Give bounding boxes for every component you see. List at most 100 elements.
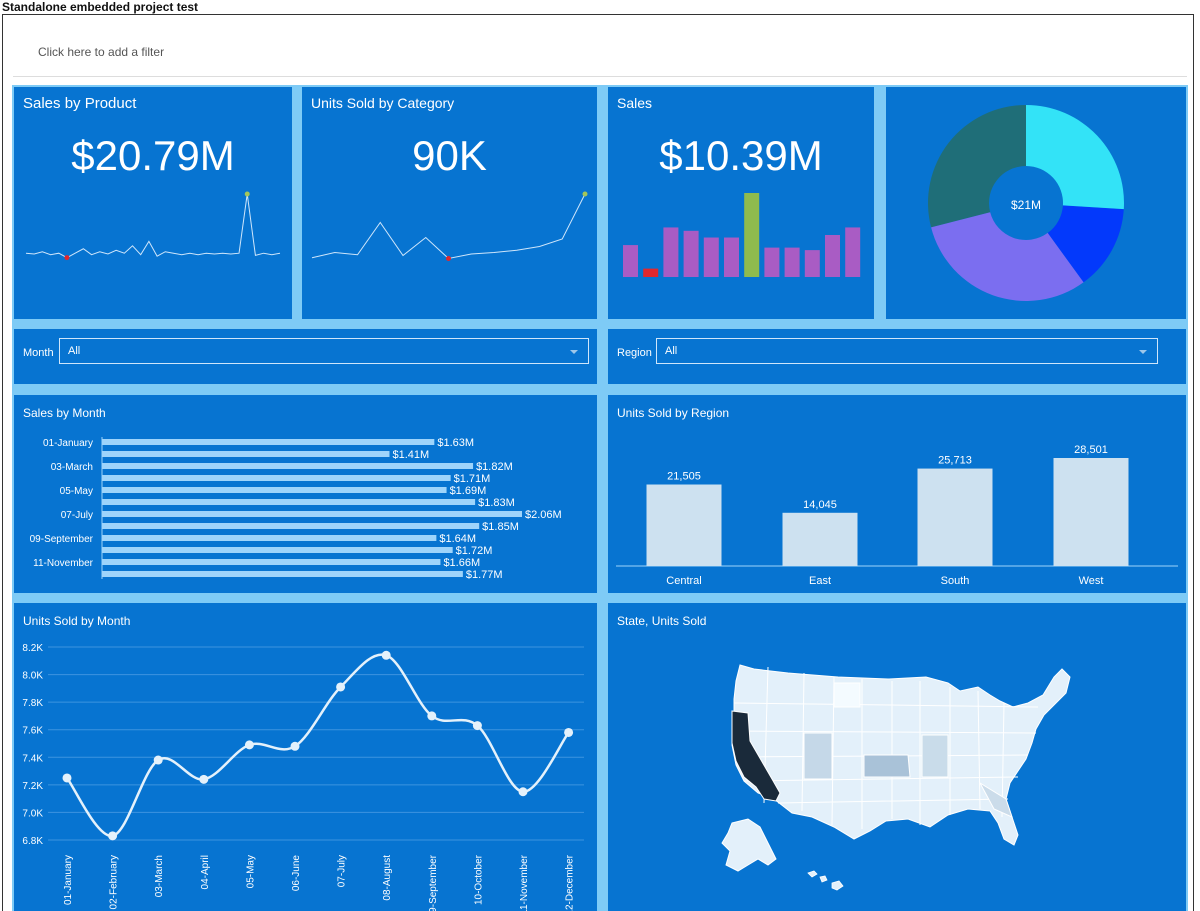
month-bar-label: $1.69M <box>450 485 487 497</box>
region-bar-label: 25,713 <box>938 455 972 467</box>
units-point <box>153 755 163 765</box>
tile-sales-by-month[interactable]: Sales by Month $1.63M 01-January $1.41M $1.… <box>14 395 597 593</box>
month-dropdown-value: All <box>68 345 81 357</box>
filter-bar[interactable]: Click here to add a filter <box>13 16 1187 77</box>
month-axis-label: 09-September <box>428 854 439 911</box>
y-tick-label: 8.0K <box>22 671 43 682</box>
month-axis-label: 02-February <box>109 855 120 909</box>
y-tick-label: 7.2K <box>22 781 43 792</box>
month-axis-label: 04-April <box>200 855 211 889</box>
dashboard-frame: Click here to add a filter Sales by Prod… <box>2 14 1194 911</box>
sales-bar <box>764 247 780 277</box>
month-bar <box>102 559 441 565</box>
tile-sales[interactable]: Sales $10.39M <box>608 87 874 319</box>
month-filter-label: Month <box>23 347 54 359</box>
tile-state-units[interactable]: State, Units Sold <box>608 603 1186 911</box>
dashboard-grid: Sales by Product $20.79M Units Sold by C… <box>12 85 1188 911</box>
month-axis-label: 09-September <box>30 534 94 545</box>
tile-units-by-region[interactable]: Units Sold by Region 21,505 Central 14,045… <box>608 395 1186 593</box>
month-axis-label: 11-November <box>33 558 94 569</box>
y-tick-label: 7.0K <box>22 808 43 819</box>
region-axis-label: Central <box>666 575 701 587</box>
month-dropdown[interactable]: All <box>59 338 589 364</box>
region-bar <box>646 484 722 566</box>
month-bar-label: $1.63M <box>437 437 474 449</box>
units-point <box>290 741 300 751</box>
month-axis-label: 03-March <box>51 462 93 473</box>
month-bar <box>102 523 480 529</box>
units-point <box>244 740 254 750</box>
alaska-map-shape <box>721 818 777 872</box>
sales-bar <box>724 237 739 277</box>
month-axis-label: 05-May <box>245 855 256 888</box>
units-point <box>427 711 437 721</box>
month-axis-label: 03-March <box>154 855 165 897</box>
tile-units-by-category[interactable]: Units Sold by Category 90K <box>302 87 597 319</box>
sparkline-min-marker <box>446 256 451 261</box>
region-dropdown[interactable]: All <box>656 338 1158 364</box>
month-bar <box>102 451 390 457</box>
donut-center-label: $21M <box>1011 198 1041 212</box>
month-bar-label: $1.77M <box>466 569 503 581</box>
units-point <box>381 650 391 660</box>
page-title: Standalone embedded project test <box>2 0 199 14</box>
kpi-value: 90K <box>412 132 487 179</box>
sparkline-chart <box>25 191 281 261</box>
sales-bar <box>703 237 719 277</box>
y-tick-label: 7.4K <box>22 753 43 764</box>
state-california <box>731 710 781 802</box>
region-bar-label: 21,505 <box>667 471 701 483</box>
tile-units-by-month[interactable]: Units Sold by Month 6.8K 7.0K 7.2K 7.4K 7.6K… <box>14 603 597 911</box>
sales-bar <box>804 250 820 277</box>
month-bar <box>102 511 522 517</box>
add-filter-link[interactable]: Click here to add a filter <box>38 45 165 59</box>
state-shaded-2 <box>833 682 861 708</box>
tile-donut[interactable]: $21M <box>886 87 1186 319</box>
donut-slice <box>931 212 1084 301</box>
tile-sales-by-product[interactable]: Sales by Product $20.79M <box>14 87 292 319</box>
sales-bar <box>845 227 861 277</box>
sparkline-max-marker <box>244 191 250 197</box>
month-bar <box>102 475 451 481</box>
month-bar <box>102 487 447 493</box>
region-filter-tile: Region All <box>608 329 1186 384</box>
units-line-series <box>65 653 570 838</box>
month-bar-label: $1.64M <box>439 533 476 545</box>
month-filter-tile: Month All <box>14 329 597 384</box>
month-bar-label: $1.82M <box>476 461 513 473</box>
sales-bar <box>643 268 659 277</box>
month-bar-label: $1.71M <box>454 473 491 485</box>
state-kansas <box>863 754 911 778</box>
region-bar <box>917 468 993 566</box>
us-map[interactable] <box>608 603 1186 911</box>
month-bar-label: $1.41M <box>392 449 429 461</box>
month-bar <box>102 571 463 577</box>
region-axis-label: West <box>1079 575 1104 587</box>
units-by-month-chart: 6.8K 7.0K 7.2K 7.4K 7.6K 7.8K 8.0K 8.2K 01-Janua… <box>22 643 584 911</box>
units-point <box>518 787 528 797</box>
tile-title: State, Units Sold <box>617 614 707 628</box>
y-tick-label: 8.2K <box>22 643 43 654</box>
units-by-region-chart: 21,505 Central 14,045 East 25,713 South 28,501… <box>616 444 1178 587</box>
tile-title: Units Sold by Month <box>23 614 131 628</box>
units-point <box>108 831 118 841</box>
sales-bar <box>784 247 800 277</box>
tile-title: Units Sold by Region <box>617 406 730 420</box>
tile-title: Units Sold by Category <box>311 95 455 111</box>
sparkline-series <box>25 193 281 259</box>
tile-title: Sales by Month <box>23 406 106 420</box>
month-axis-label: 05-May <box>60 486 93 497</box>
region-axis-label: South <box>941 575 970 587</box>
month-bar <box>102 463 474 469</box>
donut-slice <box>1047 205 1124 283</box>
units-point <box>564 727 574 737</box>
state-shaded-3 <box>921 734 949 778</box>
month-bar <box>102 439 435 445</box>
month-bar <box>102 535 437 541</box>
sales-by-month-chart: $1.63M 01-January $1.41M $1.82M 03-March $1.7… <box>30 437 562 581</box>
state-shaded-4 <box>978 781 1013 818</box>
month-axis-label: 12-December <box>565 854 576 911</box>
month-axis-label: 07-July <box>337 855 348 887</box>
sales-bar-chart <box>623 193 861 277</box>
month-axis-label: 08-August <box>382 855 393 901</box>
